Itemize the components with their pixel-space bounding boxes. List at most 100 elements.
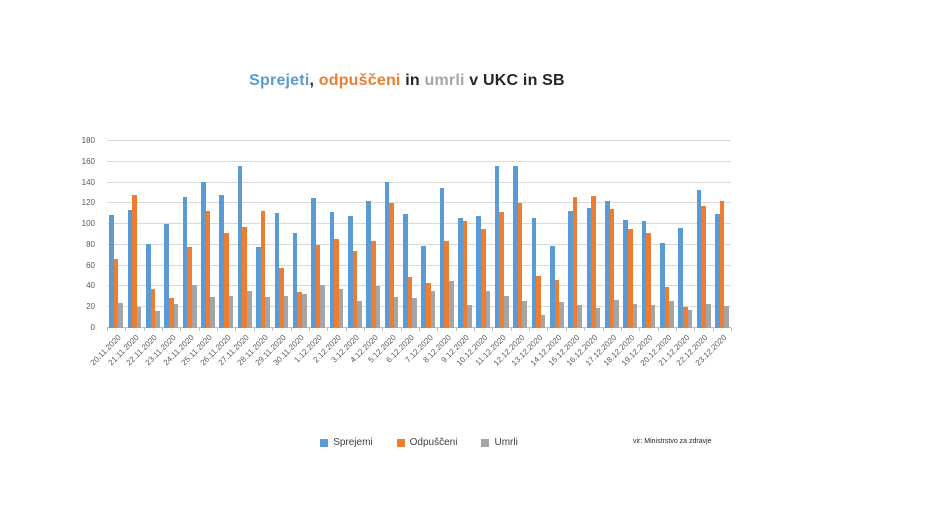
bar-umrli-23-12-2020 [724,306,729,328]
bar-odpu-eni-25-11-2020 [205,210,211,328]
bar-umrli-2-12-2020 [338,288,344,328]
bar-odpu-eni-6-12-2020 [407,277,413,328]
title-segment-3: in [400,72,425,89]
bar-sprejemi-16-12-2020 [586,207,592,328]
x-tick [180,328,182,331]
bar-sprejemi-14-12-2020 [549,245,555,328]
legend-item-umrli: Umrli [481,437,518,448]
x-tick [639,328,641,331]
x-tick [162,328,164,331]
bar-group-9-12-2020 [456,141,474,328]
x-tick [235,328,237,331]
bar-odpu-eni-13-12-2020 [536,276,541,328]
bar-group-29-11-2020 [272,141,290,328]
bar-odpu-eni-12-12-2020 [517,203,523,328]
y-tick-label-180: 180 [81,136,95,145]
bar-group-23-11-2020 [162,141,180,328]
bar-sprejemi-5-12-2020 [384,181,390,328]
gridline-140 [107,181,731,183]
bar-group-20-12-2020 [658,141,676,328]
bar-umrli-20-11-2020 [118,303,124,328]
x-tick [290,328,292,331]
bar-group-17-12-2020 [603,141,621,328]
title-segment-5: v UKC in SB [464,72,565,89]
y-tick-label-140: 140 [81,177,95,187]
bar-group-28-11-2020 [254,141,272,328]
bar-sprejemi-20-11-2020 [109,214,114,328]
bar-umrli-10-12-2020 [485,290,491,328]
title-segment-1: , [309,72,319,89]
y-tick-label-40: 40 [86,281,95,291]
bar-odpu-eni-9-12-2020 [462,221,468,328]
bar-odpu-eni-3-12-2020 [352,251,358,328]
bar-group-26-11-2020 [217,141,235,328]
gridline-160 [107,160,731,162]
bar-umrli-13-12-2020 [540,314,546,328]
bar-group-5-12-2020 [382,141,400,328]
bar-sprejemi-7-12-2020 [421,245,426,328]
y-tick-label-20: 20 [86,302,95,312]
x-tick [400,328,402,331]
x-tick [529,328,531,331]
bar-umrli-7-12-2020 [430,290,436,328]
x-tick [272,328,274,331]
x-tick [510,328,512,331]
bar-umrli-29-11-2020 [283,295,289,328]
bar-umrli-6-12-2020 [412,297,417,328]
chart-title: Sprejeti, odpuščeni in umrli v UKC in SB [107,72,707,90]
y-tick-label-100: 100 [81,219,95,229]
bar-sprejemi-1-12-2020 [311,198,316,328]
gridline-60 [107,264,731,266]
bar-group-21-12-2020 [676,141,694,328]
bar-group-1-12-2020 [309,141,327,328]
bar-group-24-11-2020 [180,141,198,328]
bar-odpu-eni-20-12-2020 [664,287,670,328]
bar-sprejemi-23-11-2020 [164,224,169,328]
y-tick-label-80: 80 [86,239,95,249]
bar-sprejemi-29-11-2020 [274,212,280,328]
y-tick-label-120: 120 [81,198,95,208]
legend-label: Odpuščeni [409,437,458,448]
x-tick [345,328,347,331]
bar-sprejemi-25-11-2020 [201,181,206,328]
y-axis-labels: 0 20 40 60 80 100 120 140 160 180 [55,136,101,332]
bar-sprejemi-4-12-2020 [366,201,371,328]
bar-umrli-26-11-2020 [228,295,234,328]
bar-umrli-27-11-2020 [246,290,252,328]
bar-sprejemi-20-12-2020 [660,242,665,328]
bar-sprejemi-21-12-2020 [678,228,684,328]
bar-odpu-eni-27-11-2020 [242,227,247,328]
bar-umrli-3-12-2020 [357,301,362,328]
legend-label: Sprejemi [333,437,373,448]
legend-item-sprejemi: Sprejemi [320,437,373,448]
x-axis-ticks [107,328,732,331]
bar-group-15-12-2020 [566,141,584,328]
bar-group-25-11-2020 [199,141,217,328]
bar-group-10-12-2020 [474,141,492,328]
x-tick [327,328,329,331]
bar-umrli-28-11-2020 [265,296,270,328]
bar-umrli-8-12-2020 [448,281,454,328]
title-segment-4: umrli [424,72,465,89]
bar-umrli-23-11-2020 [173,304,179,328]
bar-group-18-12-2020 [621,141,639,328]
x-tick [565,328,567,331]
x-axis-labels: 20.11.2020 21.11.2020 22.11.2020 23.11.2020… [88,333,731,393]
bar-odpu-eni-7-12-2020 [425,283,431,328]
x-tick [437,328,439,331]
bar-odpu-eni-20-11-2020 [113,259,119,328]
bar-odpu-eni-23-11-2020 [168,297,174,328]
bar-group-27-11-2020 [236,141,254,328]
bar-group-22-12-2020 [695,141,713,328]
bar-sprejemi-15-12-2020 [568,210,573,328]
bar-odpu-eni-8-12-2020 [444,240,449,328]
bar-umrli-5-12-2020 [393,296,399,328]
x-tick [363,328,365,331]
bar-odpu-eni-2-12-2020 [334,238,339,328]
x-tick [107,328,108,331]
x-tick [308,328,310,331]
bar-umrli-16-12-2020 [595,308,601,328]
bar-odpu-eni-4-12-2020 [370,240,376,328]
gridline-40 [107,285,731,287]
legend-swatch-sprejemi [320,438,329,447]
